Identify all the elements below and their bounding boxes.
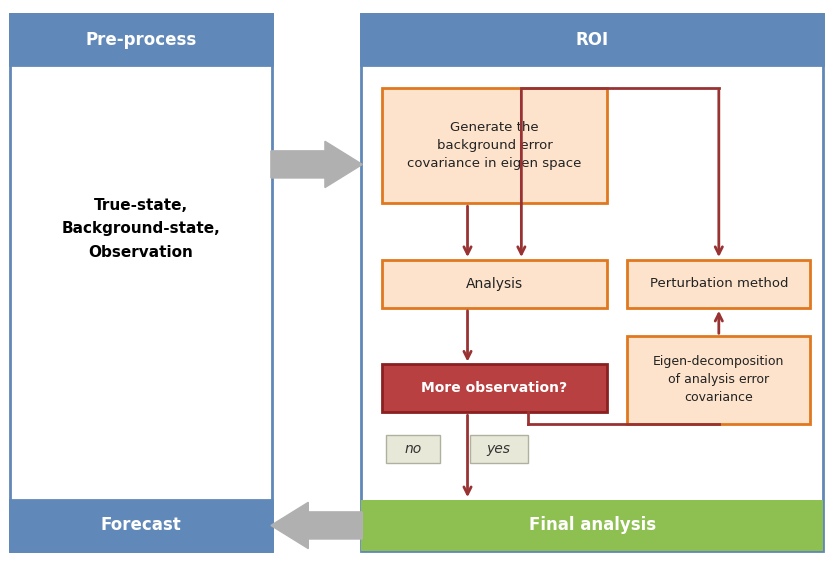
Text: Forecast: Forecast — [101, 516, 181, 534]
FancyBboxPatch shape — [361, 14, 823, 65]
Text: yes: yes — [487, 442, 510, 456]
Text: Analysis: Analysis — [466, 277, 523, 291]
FancyArrow shape — [271, 141, 362, 188]
Text: Final analysis: Final analysis — [529, 516, 656, 534]
FancyBboxPatch shape — [10, 500, 272, 551]
FancyBboxPatch shape — [10, 14, 272, 551]
FancyBboxPatch shape — [470, 435, 528, 463]
FancyBboxPatch shape — [361, 14, 823, 551]
FancyBboxPatch shape — [382, 88, 607, 203]
Text: ROI: ROI — [576, 31, 608, 49]
Text: Perturbation method: Perturbation method — [650, 277, 788, 290]
FancyBboxPatch shape — [382, 364, 607, 412]
FancyBboxPatch shape — [361, 500, 823, 551]
Text: More observation?: More observation? — [421, 381, 568, 395]
FancyBboxPatch shape — [386, 435, 440, 463]
Text: Pre-process: Pre-process — [86, 31, 196, 49]
Text: True-state,
Background-state,
Observation: True-state, Background-state, Observatio… — [61, 198, 220, 260]
FancyBboxPatch shape — [10, 14, 272, 65]
FancyArrow shape — [271, 502, 362, 549]
FancyBboxPatch shape — [627, 336, 810, 424]
FancyBboxPatch shape — [627, 260, 810, 308]
Text: Eigen-decomposition
of analysis error
covariance: Eigen-decomposition of analysis error co… — [653, 355, 784, 405]
Text: no: no — [405, 442, 422, 456]
FancyBboxPatch shape — [382, 260, 607, 308]
Text: Generate the
background error
covariance in eigen space: Generate the background error covariance… — [407, 121, 582, 170]
